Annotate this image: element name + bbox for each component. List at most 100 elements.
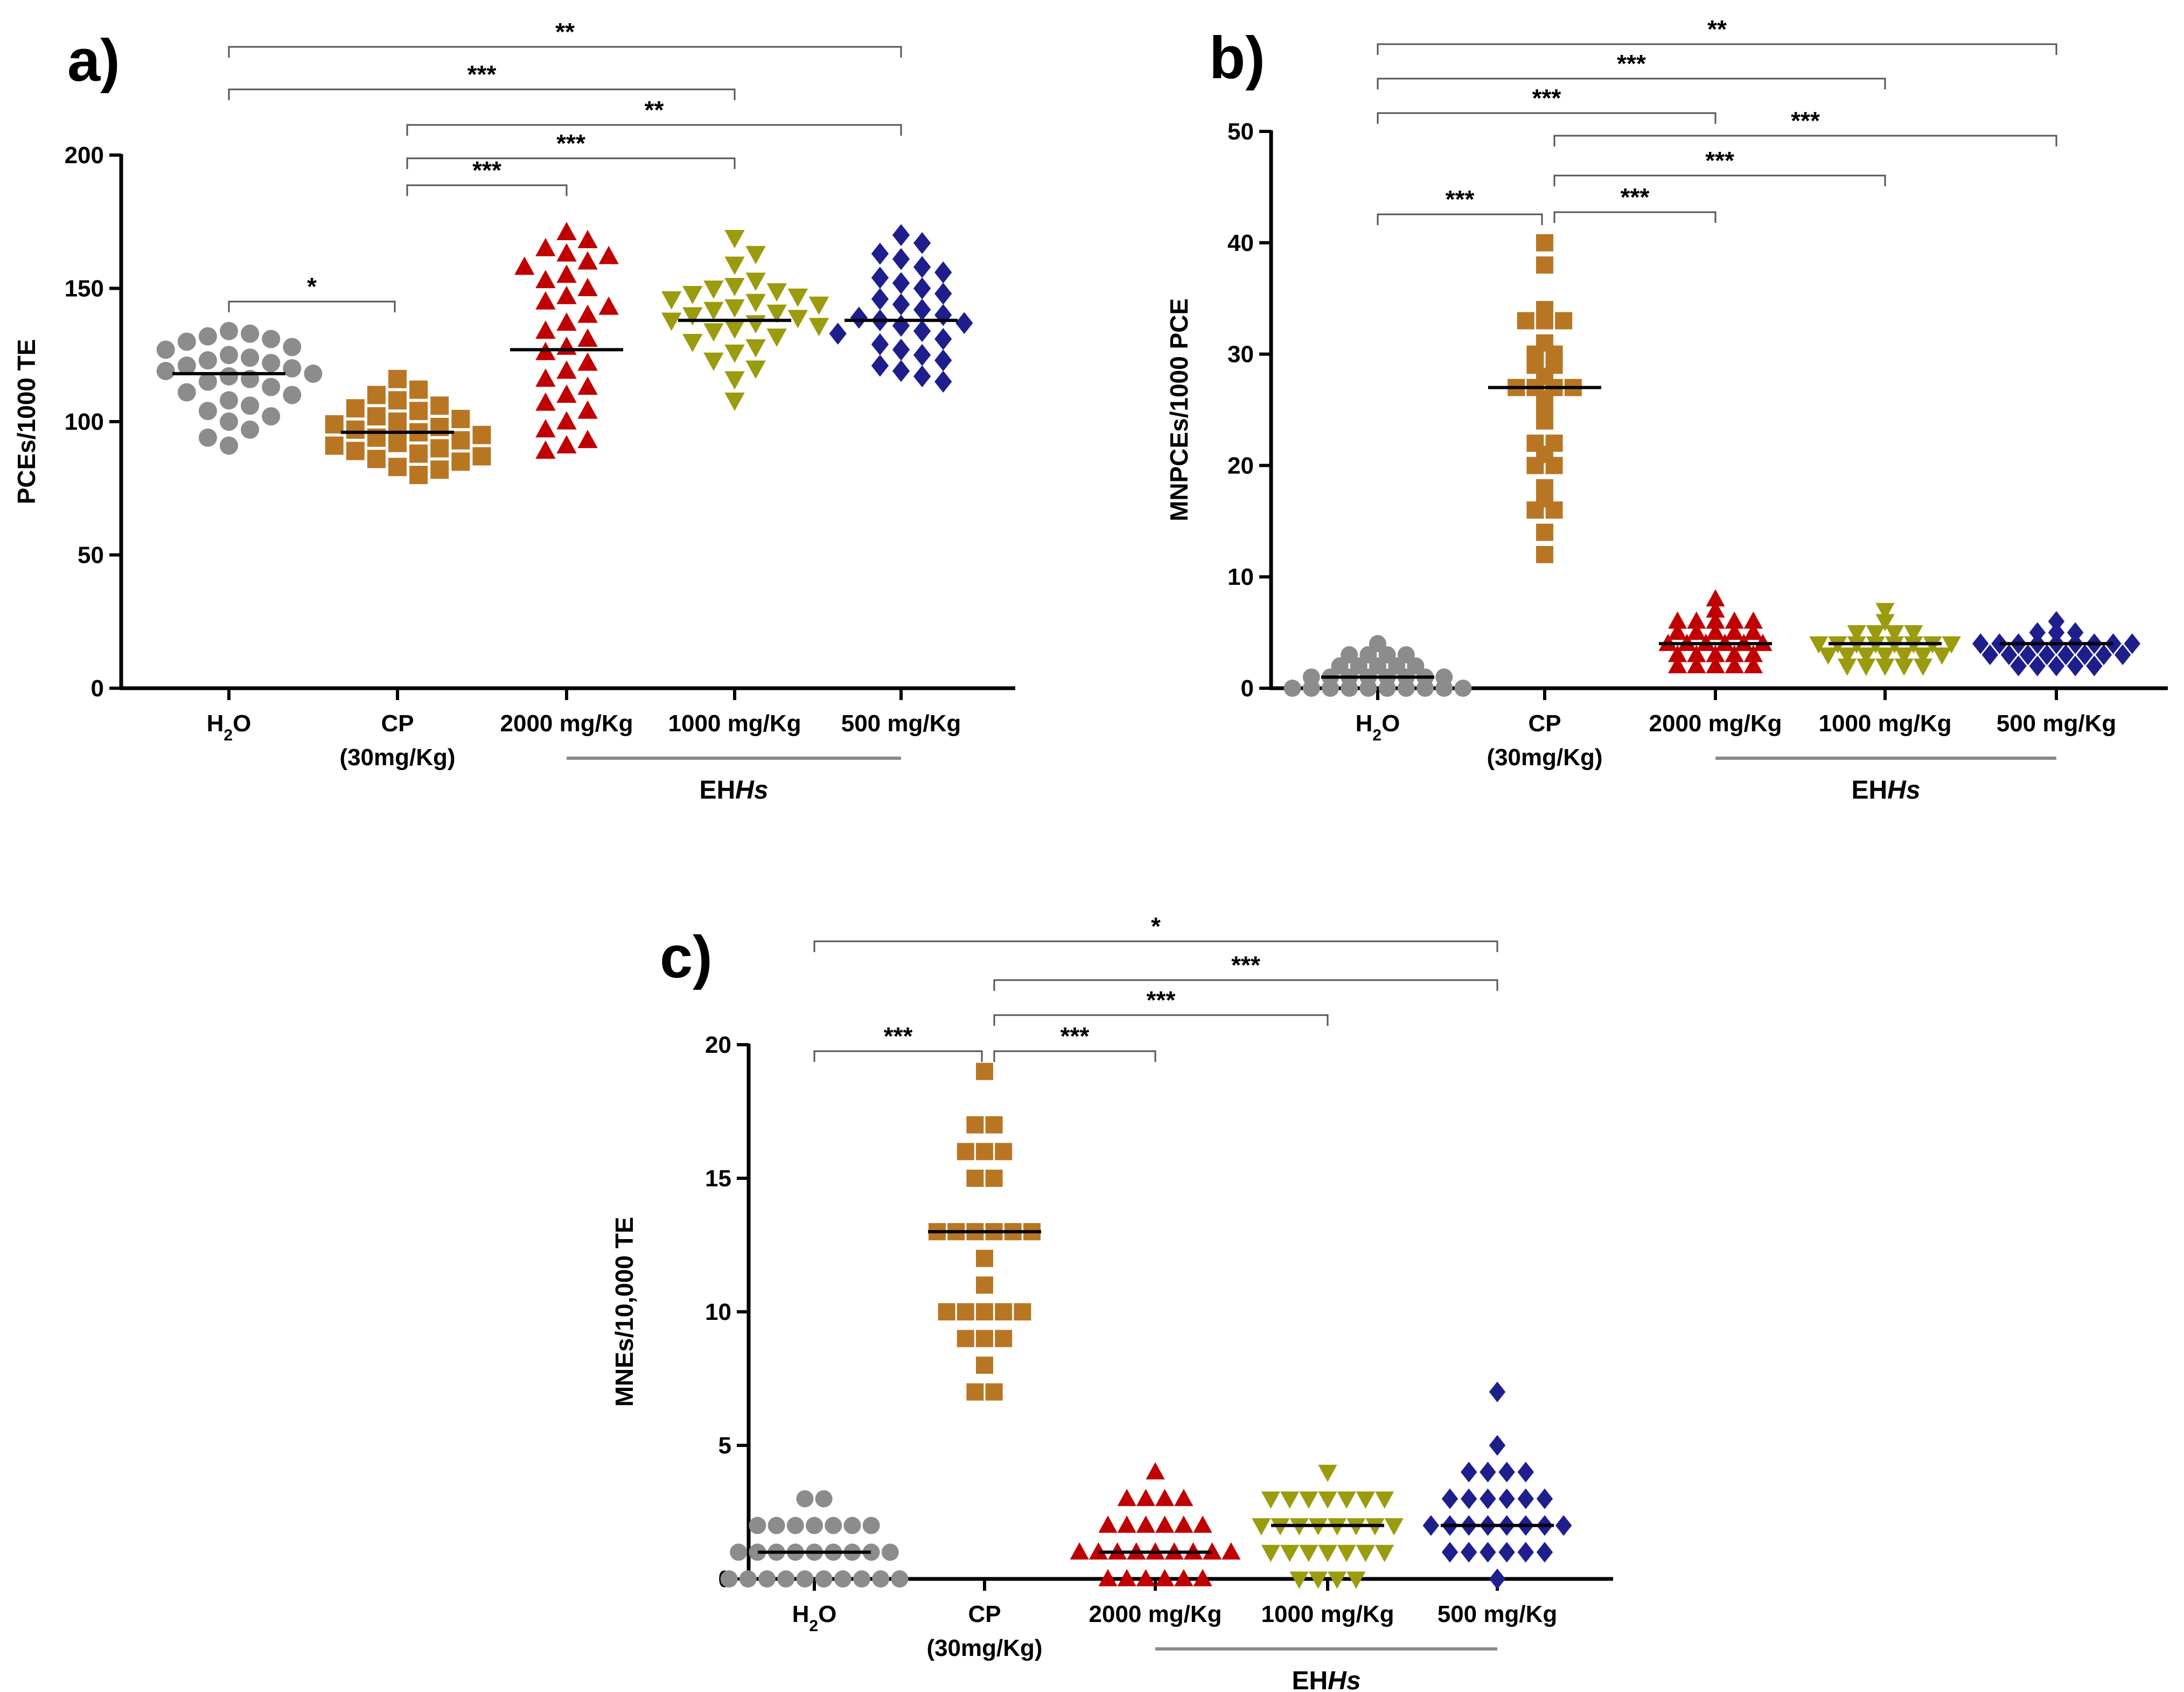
data-point bbox=[1155, 1569, 1175, 1586]
data-point bbox=[892, 338, 910, 361]
series-4 bbox=[829, 224, 973, 393]
significance-label: *** bbox=[1446, 185, 1475, 213]
significance-bracket: *** bbox=[993, 1022, 1156, 1062]
data-point bbox=[2000, 644, 2018, 666]
data-point bbox=[1322, 680, 1339, 697]
data-point bbox=[1536, 546, 1553, 563]
data-point bbox=[703, 281, 724, 299]
data-point bbox=[1866, 625, 1885, 642]
data-point bbox=[1687, 623, 1706, 640]
data-point bbox=[1461, 1488, 1477, 1509]
significance-bracket: ** bbox=[406, 96, 902, 136]
data-point bbox=[913, 344, 931, 366]
data-point bbox=[1480, 1488, 1496, 1509]
group-label: EHHs bbox=[1292, 1667, 1360, 1692]
data-point bbox=[2020, 644, 2036, 666]
data-point bbox=[913, 277, 931, 299]
data-point bbox=[1545, 501, 1563, 519]
y-tick-label: 40 bbox=[1227, 230, 1254, 256]
data-point bbox=[739, 1570, 757, 1588]
data-point bbox=[2029, 655, 2046, 676]
data-point bbox=[451, 431, 470, 450]
significance-bracket: *** bbox=[1377, 50, 1886, 89]
data-point bbox=[1498, 1488, 1515, 1509]
data-point bbox=[881, 1543, 899, 1561]
data-point bbox=[787, 288, 808, 307]
data-point bbox=[1668, 656, 1687, 674]
significance-label: *** bbox=[472, 156, 501, 184]
data-point bbox=[777, 1570, 795, 1588]
x-tick-label: H2O bbox=[1356, 710, 1400, 744]
y-tick-label: 5 bbox=[718, 1432, 731, 1459]
data-point bbox=[2048, 655, 2065, 676]
data-point bbox=[283, 386, 302, 404]
data-point bbox=[2115, 644, 2131, 666]
data-point bbox=[598, 246, 619, 264]
data-point bbox=[535, 237, 556, 256]
data-point bbox=[556, 312, 577, 331]
data-point bbox=[198, 402, 217, 421]
data-point bbox=[1932, 647, 1952, 665]
series-2 bbox=[1658, 589, 1773, 674]
data-point bbox=[598, 296, 619, 315]
data-point bbox=[892, 272, 910, 294]
data-point bbox=[682, 307, 703, 326]
data-point bbox=[535, 270, 556, 289]
data-point bbox=[177, 383, 196, 402]
data-point bbox=[995, 1303, 1013, 1320]
data-point bbox=[1725, 645, 1744, 662]
significance-label: ** bbox=[1707, 15, 1727, 43]
data-point bbox=[220, 391, 238, 410]
data-point bbox=[1743, 611, 1763, 629]
data-point bbox=[2124, 633, 2140, 654]
data-point bbox=[720, 1570, 738, 1588]
data-point bbox=[749, 1516, 766, 1534]
data-point bbox=[1174, 1488, 1194, 1506]
series-2 bbox=[1070, 1462, 1241, 1586]
data-point bbox=[1155, 1488, 1175, 1506]
data-point bbox=[220, 367, 238, 386]
data-point bbox=[1014, 1303, 1031, 1320]
data-point bbox=[724, 256, 745, 275]
data-point bbox=[388, 412, 407, 431]
significance-bracket: * bbox=[813, 912, 1498, 952]
data-point bbox=[796, 1570, 814, 1588]
data-point bbox=[966, 1170, 984, 1187]
data-point bbox=[995, 1330, 1013, 1347]
data-point bbox=[409, 466, 428, 484]
data-point bbox=[934, 370, 952, 393]
data-point bbox=[325, 415, 344, 434]
data-point bbox=[1480, 1462, 1496, 1483]
y-tick-label: 10 bbox=[705, 1299, 731, 1325]
data-point bbox=[1687, 645, 1706, 662]
significance-label: *** bbox=[884, 1022, 913, 1050]
data-point bbox=[1517, 1542, 1534, 1563]
data-point bbox=[262, 354, 281, 373]
data-point bbox=[934, 328, 952, 350]
data-point bbox=[1668, 623, 1687, 640]
data-point bbox=[871, 333, 889, 355]
data-point bbox=[556, 264, 577, 283]
data-point bbox=[1203, 1542, 1222, 1560]
data-point bbox=[913, 320, 931, 342]
data-point bbox=[1435, 680, 1453, 697]
data-point bbox=[1117, 1488, 1136, 1506]
y-tick-label: 30 bbox=[1227, 341, 1254, 368]
data-point bbox=[976, 1062, 993, 1080]
data-point bbox=[430, 439, 449, 458]
data-point bbox=[1378, 680, 1396, 697]
data-point bbox=[1706, 656, 1725, 674]
data-point bbox=[1894, 659, 1914, 676]
data-point bbox=[871, 267, 889, 289]
data-point bbox=[995, 1143, 1013, 1160]
data-point bbox=[451, 452, 470, 471]
data-point bbox=[220, 412, 238, 431]
data-point bbox=[1289, 1571, 1309, 1589]
data-point bbox=[808, 318, 829, 337]
data-point bbox=[241, 396, 260, 415]
data-point bbox=[682, 285, 703, 304]
series-1 bbox=[928, 1062, 1041, 1401]
data-point bbox=[724, 278, 745, 297]
data-point bbox=[409, 402, 428, 421]
y-tick-label: 150 bbox=[65, 276, 104, 302]
